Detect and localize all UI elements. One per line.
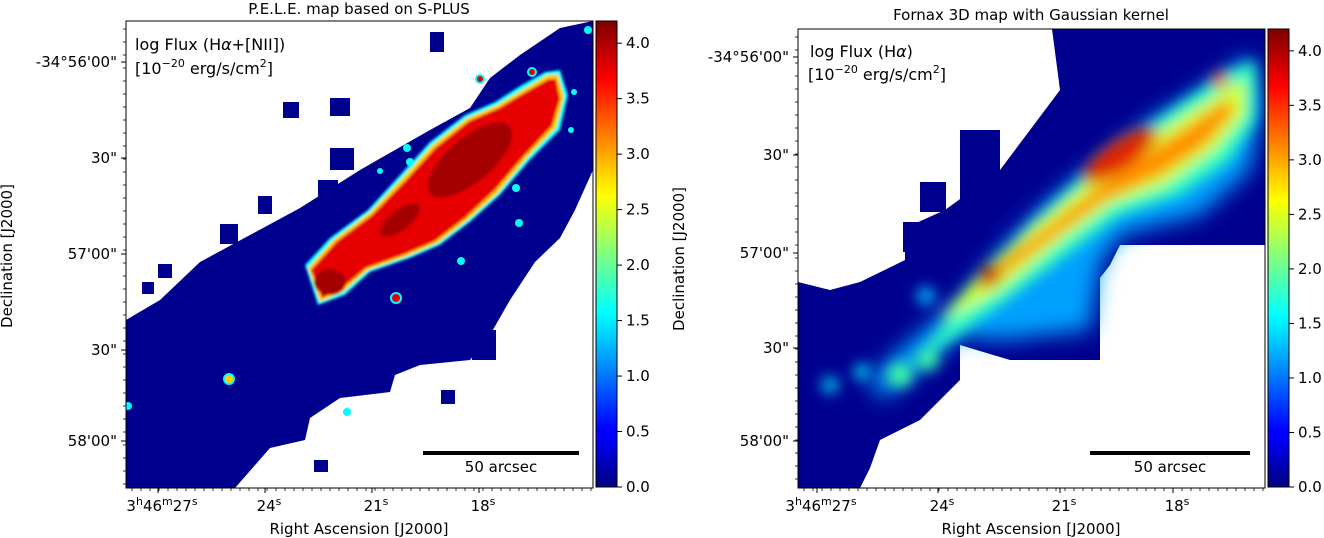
left-colorbar-tick-label: 1.0 (626, 367, 650, 385)
svg-text:[10−20 erg/s/cm2]: [10−20 erg/s/cm2] (135, 57, 273, 78)
left-y-tick-label: 58'00" (68, 432, 117, 450)
left-colorbar-tick-label: 2.5 (626, 201, 650, 219)
left-flux-annotation: log Flux (Hα+[NII]) [10−20 erg/s/cm2] (135, 35, 285, 78)
left-y-tick-label: -34°56'00" (36, 53, 117, 71)
right-x-tick-label: 18s (1165, 495, 1190, 515)
right-colorbar-tick-label: 2.5 (1298, 205, 1322, 223)
right-colorbar-tick-label: 2.0 (1298, 260, 1322, 278)
left-scale-bar-label: 50 arcsec (465, 458, 537, 476)
right-emission-ridge (822, 60, 1255, 393)
right-ylabel: Declination [J2000] (670, 187, 688, 331)
right-y-tick-label: 30" (763, 339, 789, 357)
left-colorbar-tick-label: 4.0 (626, 34, 650, 52)
left-x-tick-label: 24s (257, 495, 282, 515)
left-colorbar-tick-label: 1.5 (626, 312, 650, 330)
left-colorbar-tick-label: 0.5 (626, 423, 650, 441)
left-x-tick-label: 18s (471, 495, 496, 515)
right-heatmap (798, 29, 1265, 488)
right-flux-annotation: log Flux (Hα) [10−20 erg/s/cm2] (808, 42, 946, 84)
right-xlabel: Right Ascension [J2000] (941, 520, 1120, 538)
left-emission-ridge (305, 70, 568, 305)
left-x-tick-label: 21s (364, 495, 389, 515)
right-colorbar-tick-label: 0.5 (1298, 423, 1322, 441)
left-x-tick-label: 3h46m27s (126, 495, 197, 515)
right-colorbar: 0.0 0.5 1.0 1.5 2.0 2.5 3.0 3.5 4.0 (1267, 28, 1322, 496)
right-x-tick-label: 24s (930, 495, 955, 515)
right-colorbar-tick-label: 0.0 (1298, 478, 1322, 496)
left-colorbar-tick-label: 3.0 (626, 145, 650, 163)
right-y-tick-label: -34°56'00" (708, 48, 789, 66)
left-colorbar-tick-label: 3.5 (626, 90, 650, 108)
svg-text:log Flux (Hα): log Flux (Hα) (810, 42, 913, 61)
right-colorbar-tick-label: 1.0 (1298, 369, 1322, 387)
right-y-tick-label: 30" (763, 146, 789, 164)
right-y-tick-label: 58'00" (740, 432, 789, 450)
svg-text:log Flux (Hα+[NII]): log Flux (Hα+[NII]) (135, 35, 285, 54)
right-axes-frame (797, 28, 1266, 489)
right-y-tick-label: 57'00" (740, 244, 789, 262)
left-xlabel: Right Ascension [J2000] (269, 520, 448, 538)
left-y-tick-label: 30" (91, 149, 117, 167)
left-knots (126, 26, 592, 416)
right-scale-bar-label: 50 arcsec (1134, 458, 1206, 476)
left-y-tick-label: 57'00" (68, 245, 117, 263)
left-heatmap (126, 21, 593, 488)
right-colorbar-tick-label: 1.5 (1298, 314, 1322, 332)
right-ticks: 3h46m27s 24s 21s 18s -34°56'00" 30" 57'00" 30" 5… (708, 36, 1264, 515)
left-colorbar: 0.0 0.5 1.0 1.5 2.0 2.5 3.0 3.5 4.0 (595, 20, 650, 496)
left-colorbar-tick-label: 2.0 (626, 256, 650, 274)
right-colorbar-tick-label: 3.5 (1298, 96, 1322, 114)
left-y-tick-label: 30" (91, 341, 117, 359)
right-x-tick-label: 21s (1052, 495, 1077, 515)
right-x-tick-label: 3h46m27s (785, 495, 856, 515)
right-colorbar-tick-label: 3.0 (1298, 151, 1322, 169)
right-colorbar-tick-label: 4.0 (1298, 42, 1322, 60)
left-title: P.E.L.E. map based on S-PLUS (248, 0, 470, 18)
left-ticks: 3h46m27s 24s 21s 18s -34°56'00" 30" 57'00" 30" 5… (36, 28, 592, 515)
right-title: Fornax 3D map with Gaussian kernel (893, 6, 1169, 24)
left-panel: P.E.L.E. map based on S-PLUS (0, 0, 650, 538)
left-ylabel: Declination [J2000] (0, 184, 16, 328)
svg-text:[10−20 erg/s/cm2]: [10−20 erg/s/cm2] (808, 63, 946, 84)
right-panel: Fornax 3D map with Gaussian kernel (670, 6, 1322, 538)
left-colorbar-tick-label: 0.0 (626, 478, 650, 496)
